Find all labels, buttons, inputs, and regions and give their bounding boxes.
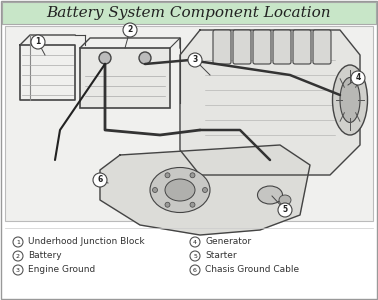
Circle shape xyxy=(203,188,208,193)
Text: Engine Ground: Engine Ground xyxy=(28,266,95,274)
Text: 1: 1 xyxy=(36,38,40,46)
FancyBboxPatch shape xyxy=(5,26,373,221)
Text: Chasis Ground Cable: Chasis Ground Cable xyxy=(205,266,299,274)
Text: Starter: Starter xyxy=(205,251,237,260)
FancyBboxPatch shape xyxy=(213,30,231,64)
FancyBboxPatch shape xyxy=(233,30,251,64)
Text: 3: 3 xyxy=(192,56,198,64)
Text: 4: 4 xyxy=(193,239,197,244)
Circle shape xyxy=(165,202,170,207)
Ellipse shape xyxy=(165,179,195,201)
Ellipse shape xyxy=(333,65,367,135)
Circle shape xyxy=(190,265,200,275)
Circle shape xyxy=(165,173,170,178)
Circle shape xyxy=(190,173,195,178)
Text: 2: 2 xyxy=(16,254,20,259)
FancyBboxPatch shape xyxy=(253,30,271,64)
Circle shape xyxy=(99,52,111,64)
FancyBboxPatch shape xyxy=(293,30,311,64)
Polygon shape xyxy=(180,30,360,175)
Text: 6: 6 xyxy=(98,176,102,184)
Circle shape xyxy=(188,53,202,67)
Circle shape xyxy=(13,251,23,261)
Circle shape xyxy=(190,202,195,207)
Bar xyxy=(80,48,170,108)
Text: 5: 5 xyxy=(193,254,197,259)
Circle shape xyxy=(190,251,200,261)
Text: 2: 2 xyxy=(127,26,133,34)
Text: 5: 5 xyxy=(282,206,288,214)
Ellipse shape xyxy=(257,186,282,204)
FancyBboxPatch shape xyxy=(273,30,291,64)
Text: Generator: Generator xyxy=(205,238,251,247)
FancyBboxPatch shape xyxy=(2,2,376,24)
Circle shape xyxy=(351,71,365,85)
Circle shape xyxy=(123,23,137,37)
Ellipse shape xyxy=(279,195,291,205)
FancyBboxPatch shape xyxy=(313,30,331,64)
Text: Battery System Component Location: Battery System Component Location xyxy=(47,6,331,20)
Circle shape xyxy=(152,188,158,193)
Polygon shape xyxy=(100,145,310,235)
Circle shape xyxy=(190,237,200,247)
Text: 6: 6 xyxy=(193,268,197,272)
Text: 3: 3 xyxy=(16,268,20,272)
Text: Battery: Battery xyxy=(28,251,62,260)
Ellipse shape xyxy=(340,77,360,122)
Text: 4: 4 xyxy=(355,74,361,82)
Circle shape xyxy=(13,265,23,275)
Circle shape xyxy=(278,203,292,217)
Text: Underhood Junction Block: Underhood Junction Block xyxy=(28,238,145,247)
Text: 1: 1 xyxy=(16,239,20,244)
Circle shape xyxy=(31,35,45,49)
Circle shape xyxy=(13,237,23,247)
Circle shape xyxy=(139,52,151,64)
Circle shape xyxy=(93,173,107,187)
Ellipse shape xyxy=(150,167,210,212)
